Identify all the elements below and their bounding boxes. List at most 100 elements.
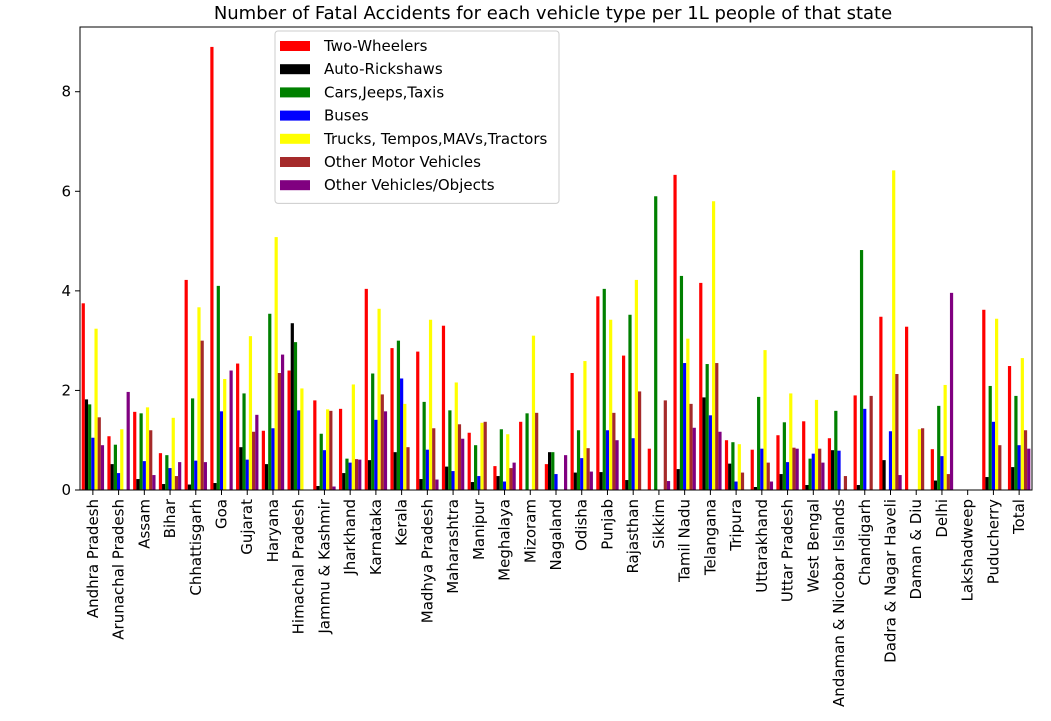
bar: [654, 196, 658, 491]
bar: [898, 475, 902, 490]
bar: [551, 452, 555, 490]
bar: [766, 462, 770, 490]
legend-swatch: [280, 157, 310, 167]
bar: [1007, 366, 1012, 490]
bar: [502, 481, 507, 490]
x-tick-label: Manipur: [470, 498, 488, 560]
bar: [548, 452, 552, 490]
bar: [795, 448, 799, 490]
bar: [576, 430, 581, 490]
bar: [998, 445, 1002, 490]
bar: [888, 431, 893, 490]
bar: [480, 422, 484, 490]
bar: [991, 421, 996, 490]
bar: [261, 430, 265, 490]
bar: [139, 413, 143, 490]
bar: [255, 414, 259, 490]
bar: [933, 480, 938, 490]
y-tick-label: 0: [61, 481, 71, 499]
bar: [100, 445, 105, 490]
bar: [242, 393, 246, 490]
x-tick-label: Total: [1010, 499, 1028, 535]
bar: [615, 440, 619, 490]
bar: [297, 410, 301, 490]
bar: [718, 431, 722, 490]
bar: [843, 476, 848, 490]
bar: [628, 314, 632, 490]
bar: [760, 448, 764, 490]
bar: [750, 449, 754, 490]
bar: [223, 378, 227, 490]
bar: [197, 307, 201, 490]
bar: [113, 444, 117, 490]
bar: [171, 417, 175, 490]
bar: [1027, 448, 1031, 490]
x-tick-label: Chandigarh: [856, 499, 874, 586]
x-tick-label: Telangana: [701, 499, 719, 576]
bar: [441, 325, 446, 490]
bar: [625, 480, 629, 490]
bars-layer: [81, 46, 1031, 491]
bar: [573, 472, 577, 490]
legend-label: Auto-Rickshaws: [324, 60, 443, 78]
bar: [165, 455, 169, 490]
bar: [589, 471, 593, 490]
bar: [152, 475, 156, 490]
bar: [879, 316, 883, 490]
bar: [451, 471, 455, 490]
bar: [728, 463, 732, 490]
bar: [219, 411, 224, 490]
x-tick-label: Goa: [213, 499, 231, 529]
bar: [120, 429, 124, 490]
x-tick-label: Uttarakhand: [753, 499, 771, 593]
bar: [178, 462, 182, 490]
legend-swatch: [280, 87, 310, 98]
x-tick-label: Kerala: [393, 499, 411, 546]
bar: [715, 363, 719, 490]
bar: [432, 428, 436, 490]
bar: [322, 450, 327, 490]
legend-label: Buses: [324, 107, 369, 125]
bar: [454, 382, 458, 490]
bar: [474, 445, 478, 490]
bar: [647, 448, 651, 490]
x-tick-label: Sikkim: [650, 499, 668, 549]
y-tick-label: 4: [61, 282, 71, 300]
bar: [239, 447, 243, 490]
x-tick-label: West Bengal: [804, 499, 822, 593]
bar: [612, 412, 616, 490]
bar: [264, 464, 269, 490]
bar: [416, 351, 420, 490]
bar: [467, 432, 471, 490]
bar: [403, 403, 407, 490]
bar: [419, 479, 423, 490]
bar: [525, 413, 529, 490]
bar: [535, 412, 539, 490]
x-tick-label: Jammu & Kashmir: [315, 498, 333, 634]
bar: [882, 460, 886, 490]
bar: [316, 486, 320, 490]
legend-swatch: [280, 41, 310, 51]
bar: [236, 363, 240, 490]
bar: [821, 462, 825, 490]
bar: [554, 474, 558, 490]
bar: [827, 438, 832, 490]
bar: [329, 410, 333, 490]
bar: [200, 340, 204, 490]
x-tick-label: Maharashtra: [444, 499, 462, 594]
bar: [1023, 430, 1028, 490]
legend: Two-Wheelers Auto-Rickshaws Cars,Jeeps,Tax…: [274, 30, 560, 204]
x-tick-label: Nagaland: [547, 499, 565, 571]
bar: [342, 473, 346, 490]
axes-layer: 0 2 4 6 8 Andhra Pradesh Arunachal Pradesh Assa…: [61, 26, 1033, 707]
bar: [663, 400, 667, 490]
bar: [252, 431, 256, 490]
bar: [509, 468, 513, 490]
legend-swatch: [280, 133, 310, 144]
bar: [753, 487, 758, 490]
y-tick-label: 2: [61, 381, 71, 399]
bar: [737, 444, 741, 490]
bar: [268, 313, 272, 490]
bar: [110, 464, 114, 490]
bar: [184, 279, 188, 490]
